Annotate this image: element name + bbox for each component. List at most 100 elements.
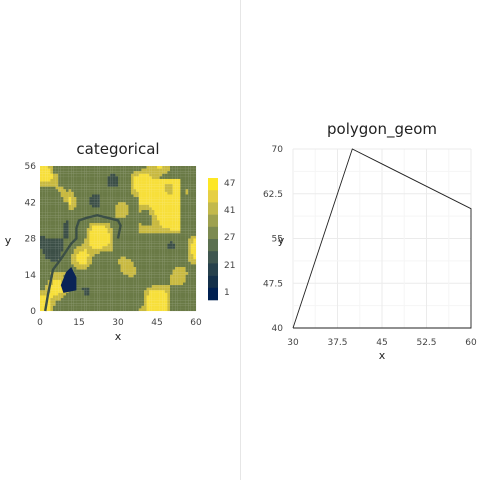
raster-cell (73, 191, 77, 195)
raster-cell (99, 168, 103, 172)
raster-cell (190, 248, 194, 252)
raster-cell (42, 248, 46, 252)
raster-cell (151, 290, 155, 293)
raster-cell (128, 295, 132, 299)
raster-cell (58, 191, 61, 195)
raster-cell (73, 166, 77, 169)
raster-cell (138, 246, 142, 249)
raster-cell (172, 295, 176, 299)
raster-cell (89, 254, 93, 257)
raster-cell (188, 168, 191, 172)
raster-cell (185, 287, 189, 291)
raster-cell (123, 184, 126, 187)
raster-cell (175, 305, 178, 309)
raster-cell (138, 220, 142, 224)
raster-cell (128, 266, 132, 270)
raster-cell (177, 189, 181, 192)
raster-cell (193, 282, 197, 286)
raster-cell (53, 277, 56, 280)
raster-cell (50, 282, 54, 286)
raster-cell (131, 261, 134, 265)
raster-cell (170, 266, 173, 270)
raster-cell (97, 228, 100, 231)
raster-cell (131, 308, 134, 312)
raster-cell (84, 274, 87, 278)
raster-cell (146, 217, 150, 221)
raster-cell (123, 269, 126, 273)
raster-cell (170, 305, 173, 309)
raster-cell (42, 199, 46, 203)
raster-cell (133, 173, 137, 177)
raster-cell (190, 292, 194, 296)
raster-cell (190, 173, 194, 177)
raster-cell (138, 176, 142, 179)
raster-cell (164, 251, 168, 255)
raster-cell (177, 168, 181, 172)
raster-cell (89, 282, 93, 286)
raster-cell (180, 220, 184, 224)
raster-cell (112, 259, 116, 262)
raster-cell (105, 285, 108, 288)
raster-cell (66, 186, 69, 190)
raster-cell (71, 308, 74, 312)
raster-cell (144, 228, 147, 231)
raster-cell (185, 204, 189, 208)
raster-cell (105, 204, 108, 208)
raster-cell (68, 207, 72, 211)
raster-cell (125, 256, 129, 260)
raster-cell (99, 212, 103, 216)
raster-cell (89, 300, 93, 304)
raster-cell (185, 254, 189, 257)
raster-cell (115, 168, 119, 172)
raster-cell (170, 269, 173, 273)
raster-cell (89, 220, 93, 224)
raster-cell (167, 274, 171, 278)
raster-cell (97, 248, 100, 252)
raster-cell (55, 256, 59, 260)
raster-cell (55, 189, 59, 192)
raster-cell (180, 256, 184, 260)
raster-cell (120, 222, 124, 226)
raster-cell (120, 266, 124, 270)
raster-cell (102, 173, 106, 177)
raster-cell (55, 282, 59, 286)
raster-cell (42, 194, 46, 198)
raster-cell (159, 178, 163, 182)
raster-cell (66, 220, 69, 224)
raster-cell (133, 210, 137, 213)
raster-cell (66, 184, 69, 187)
raster-cell (144, 171, 147, 174)
raster-cell (89, 191, 93, 195)
raster-cell (154, 243, 158, 247)
raster-cell (159, 292, 163, 296)
raster-cell (141, 282, 145, 286)
raster-cell (146, 272, 150, 275)
raster-cell (159, 233, 163, 236)
raster-cell (188, 269, 191, 273)
raster-cell (167, 279, 171, 283)
raster-cell (149, 261, 152, 265)
raster-cell (164, 202, 168, 205)
raster-cell (92, 217, 95, 221)
raster-cell (42, 181, 46, 185)
raster-cell (84, 171, 87, 174)
raster-cell (47, 202, 51, 205)
raster-cell (149, 176, 152, 179)
raster-cell (128, 166, 132, 169)
raster-cell (141, 269, 145, 273)
raster-cell (105, 171, 108, 174)
raster-cell (149, 220, 152, 224)
raster-cell (47, 178, 51, 182)
raster-cell (50, 261, 54, 265)
raster-cell (58, 287, 61, 291)
raster-cell (86, 269, 90, 273)
raster-cell (123, 204, 126, 208)
raster-cell (177, 282, 181, 286)
raster-cell (115, 282, 119, 286)
raster-cell (193, 230, 197, 234)
raster-cell (125, 305, 129, 309)
raster-cell (180, 251, 184, 255)
raster-cell (50, 176, 54, 179)
raster-cell (47, 279, 51, 283)
raster-cell (115, 300, 119, 304)
